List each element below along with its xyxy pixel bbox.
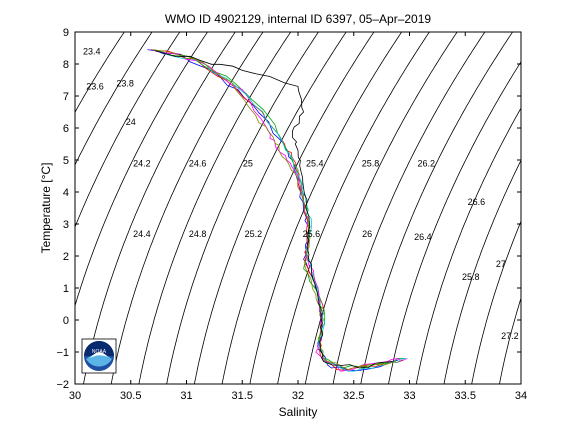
x-tick-label: 30 — [69, 390, 81, 402]
isopycnal-line — [221, 32, 375, 384]
profile-line — [155, 50, 393, 369]
x-tick-label: 31 — [180, 390, 192, 402]
isopycnal-line — [138, 32, 292, 384]
density-label: 25.2 — [245, 229, 263, 239]
isopycnal-line — [360, 32, 513, 384]
density-label: 26 — [362, 229, 372, 239]
density-labels: 23.4 23.6 23.8 24 24.2 24.6 25 25.4 25.8 26.2 26.6… — [83, 46, 519, 341]
profile-line — [152, 49, 404, 369]
isopycnal-line — [110, 32, 264, 384]
density-label: 24 — [126, 117, 136, 127]
density-contours — [75, 32, 521, 384]
x-tick-label: 33 — [403, 390, 415, 402]
x-tick-label: 33.5 — [455, 390, 476, 402]
x-tick-label: 30.5 — [120, 390, 141, 402]
isopycnal-line — [83, 32, 236, 384]
density-label: 25.8 — [362, 158, 380, 168]
isopycnal-line — [499, 296, 521, 384]
y-tick-label: 9 — [63, 27, 69, 39]
y-tick-label: 2 — [63, 251, 69, 263]
y-tick-label: 4 — [63, 187, 69, 199]
density-label: 25.4 — [306, 158, 324, 168]
isopycnal-line — [471, 220, 521, 384]
profile-line — [158, 50, 407, 372]
density-label: 25.8 — [462, 272, 480, 282]
y-tick-label: 1 — [63, 283, 69, 295]
density-label: 25 — [243, 158, 253, 168]
density-label: 24.6 — [189, 158, 207, 168]
plot-frame — [74, 31, 522, 385]
y-tick-label: 0 — [63, 315, 69, 327]
density-label: 23.6 — [86, 82, 104, 92]
x-tick-label: 32.5 — [343, 390, 364, 402]
isopycnal-line — [75, 32, 153, 166]
isopycnal-line — [332, 32, 486, 384]
y-tick-label: 3 — [63, 219, 69, 231]
density-label: 26.6 — [468, 197, 486, 207]
noaa-logo: NOAA — [81, 338, 117, 374]
x-tick-label: 31.5 — [232, 390, 253, 402]
isopycnal-line — [75, 32, 181, 229]
isopycnal-line — [75, 32, 208, 307]
y-tick-label: −2 — [56, 379, 69, 391]
isopycnal-line — [415, 107, 521, 384]
density-label: 24.2 — [133, 158, 151, 168]
density-label: 24.4 — [133, 229, 151, 239]
density-label: 26.2 — [417, 158, 435, 168]
y-axis-ticks: −2 −1 0 1 2 3 4 5 6 7 8 9 — [56, 27, 521, 391]
isopycnal-line — [194, 32, 347, 384]
x-axis-label: Salinity — [279, 405, 318, 419]
profile-lines — [147, 49, 408, 372]
density-label: 27.2 — [501, 331, 519, 341]
density-label: 23.8 — [116, 78, 134, 88]
x-axis-ticks: 30 30.5 31 31.5 32 32.5 33 33.5 34 — [69, 32, 527, 402]
y-tick-label: 7 — [63, 91, 69, 103]
x-tick-label: 34 — [515, 390, 527, 402]
y-tick-label: 5 — [63, 155, 69, 167]
density-label: 24.8 — [189, 229, 207, 239]
density-label: 27 — [496, 259, 506, 269]
x-tick-label: 32 — [292, 390, 304, 402]
isopycnal-line — [304, 32, 458, 384]
isopycnal-line — [277, 32, 430, 384]
density-label: 23.4 — [83, 46, 101, 56]
y-tick-label: 6 — [63, 123, 69, 135]
y-tick-label: 8 — [63, 59, 69, 71]
y-axis-label: Temperature [°C] — [39, 163, 53, 254]
y-tick-label: −1 — [56, 347, 69, 359]
profile-line — [152, 49, 397, 371]
noaa-logo-text: NOAA — [92, 349, 107, 355]
density-label: 25.6 — [303, 229, 321, 239]
isopycnal-line — [166, 32, 319, 384]
isopycnal-line — [249, 32, 402, 384]
isopycnal-line — [388, 61, 521, 384]
isopycnal-line — [443, 159, 521, 384]
chart-title: WMO ID 4902129, internal ID 6397, 05–Apr… — [165, 12, 431, 26]
isopycnal-line — [75, 32, 125, 113]
density-label: 26.4 — [414, 232, 432, 242]
